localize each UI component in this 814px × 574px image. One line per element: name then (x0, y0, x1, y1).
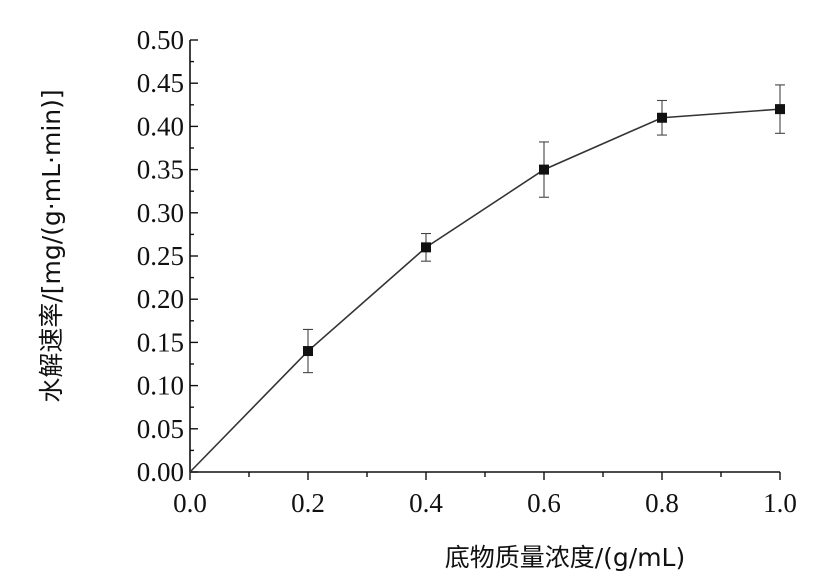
x-tick-label: 1.0 (763, 488, 797, 518)
x-tick-label: 0.4 (409, 488, 443, 518)
y-tick-label: 0.05 (137, 414, 184, 444)
series-line (189, 108, 781, 473)
y-axis-title: 水解速率/[mg/(g·mL·min)] (37, 89, 66, 402)
x-axis-title: 底物质量浓度/(g/mL) (445, 543, 686, 572)
y-tick-label: 0.35 (137, 155, 184, 185)
data-point (539, 164, 549, 175)
x-tick-label: 0.2 (291, 488, 325, 518)
y-tick-label: 0.15 (137, 327, 184, 357)
ticks-group: 0.00 0.05 0.10 0.15 0.20 0.25 0.30 0.35 0.40 0.45… (137, 25, 797, 518)
x-tick-label: 0.0 (173, 488, 207, 518)
data-point (421, 242, 431, 253)
series-group (189, 84, 785, 473)
data-point (775, 104, 785, 115)
x-tick-label: 0.6 (527, 488, 561, 518)
y-tick-label: 0.40 (137, 111, 184, 141)
y-tick-label: 0.10 (137, 371, 184, 401)
y-tick-label: 0.20 (137, 284, 184, 314)
y-tick-label: 0.30 (137, 198, 184, 228)
y-tick-label: 0.00 (137, 457, 184, 487)
data-point (657, 112, 667, 123)
y-tick-label: 0.50 (137, 25, 184, 55)
x-tick-label: 0.8 (645, 488, 679, 518)
y-tick-label: 0.45 (137, 68, 184, 98)
y-tick-label: 0.25 (137, 241, 184, 271)
data-point (303, 346, 313, 357)
axes-group (189, 40, 780, 473)
